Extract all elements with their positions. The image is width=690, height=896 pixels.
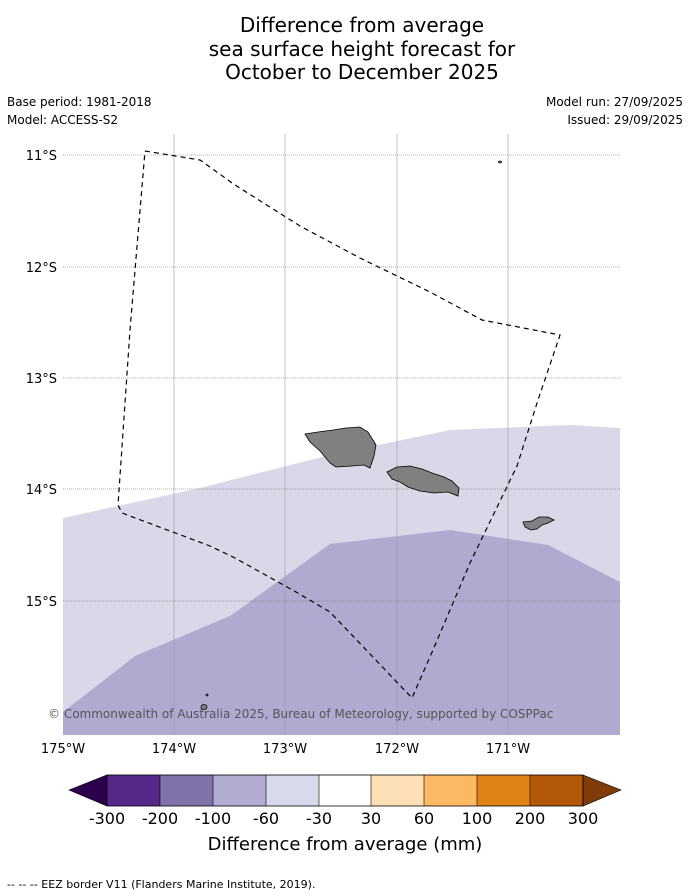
cb-tick-8: 100 xyxy=(462,809,493,828)
colorbar-segment-5 xyxy=(319,775,371,806)
colorbar-segment-7 xyxy=(424,775,477,806)
colorbar-title: Difference from average (mm) xyxy=(208,834,483,855)
gridlines xyxy=(173,134,509,735)
savaii-island xyxy=(304,426,377,469)
lat-label-4: 14°S xyxy=(26,483,57,498)
cb-tick-2: -200 xyxy=(142,809,178,828)
colorbar-extend-high xyxy=(582,774,622,807)
colorbar-extend-low xyxy=(68,774,108,807)
title-line-3: October to December 2025 xyxy=(225,60,499,84)
tutuila-island xyxy=(522,516,555,531)
eez-border xyxy=(117,150,561,700)
lon-label-2: 174°W xyxy=(152,742,196,757)
swains-island xyxy=(498,160,502,164)
colorbar-segment-6 xyxy=(371,775,424,806)
issued-date: Issued: 29/09/2025 xyxy=(567,113,683,127)
band-medium-purple xyxy=(63,530,620,735)
title-line-1: Difference from average xyxy=(239,13,485,37)
lon-labels: 175°W 174°W 173°W 172°W 171°W xyxy=(41,742,530,757)
upolu-island xyxy=(386,465,460,497)
eez-footer-note: -- -- -- EEZ border V11 (Flanders Marine… xyxy=(7,878,316,891)
cb-tick-9: 200 xyxy=(515,809,546,828)
cb-tick-4: -60 xyxy=(253,809,279,828)
cb-tick-7: 60 xyxy=(414,809,434,828)
lat-label-2: 12°S xyxy=(26,261,57,276)
lon-label-1: 175°W xyxy=(41,742,85,757)
islands xyxy=(200,160,555,710)
small-islet xyxy=(205,693,209,697)
model-name: Model: ACCESS-S2 xyxy=(7,113,119,127)
cb-tick-10: 300 xyxy=(568,809,599,828)
copyright-text: © Commonwealth of Australia 2025, Bureau… xyxy=(48,707,553,721)
anomaly-shading xyxy=(63,425,620,735)
colorbar-segment-4 xyxy=(266,775,319,806)
cb-tick-1: -300 xyxy=(89,809,125,828)
lon-label-3: 173°W xyxy=(263,742,307,757)
colorbar-segment-1 xyxy=(107,775,160,806)
lon-label-4: 172°W xyxy=(375,742,419,757)
base-period: Base period: 1981-2018 xyxy=(7,95,152,109)
lat-label-3: 13°S xyxy=(26,372,57,387)
colorbar-segment-8 xyxy=(477,775,530,806)
model-run: Model run: 27/09/2025 xyxy=(545,95,683,109)
colorbar-segment-3 xyxy=(213,775,266,806)
map-title: Difference from average sea surface heig… xyxy=(0,13,690,85)
title-line-2: sea surface height forecast for xyxy=(208,36,516,61)
colorbar: -300 -200 -100 -60 -30 30 60 100 200 300… xyxy=(68,774,622,855)
lat-labels: 11°S 12°S 13°S 14°S 15°S xyxy=(26,149,57,610)
lat-label-1: 11°S xyxy=(26,149,57,164)
meta-right: Model run: 27/09/2025 Issued: 29/09/2025 xyxy=(546,95,683,131)
colorbar-outline xyxy=(106,774,584,807)
colorbar-segment-9 xyxy=(530,775,583,806)
colorbar-ticks: -300 -200 -100 -60 -30 30 60 100 200 300 xyxy=(89,809,598,828)
meta-left: Base period: 1981-2018 Model: ACCESS-S2 xyxy=(7,95,152,131)
lat-gridlines xyxy=(63,154,620,602)
cb-tick-6: 30 xyxy=(361,809,381,828)
cb-tick-5: -30 xyxy=(306,809,332,828)
cb-tick-3: -100 xyxy=(195,809,231,828)
colorbar-segment-2 xyxy=(160,775,213,806)
small-island-south xyxy=(200,704,208,710)
lat-label-5: 15°S xyxy=(26,595,57,610)
lon-label-5: 171°W xyxy=(486,742,530,757)
